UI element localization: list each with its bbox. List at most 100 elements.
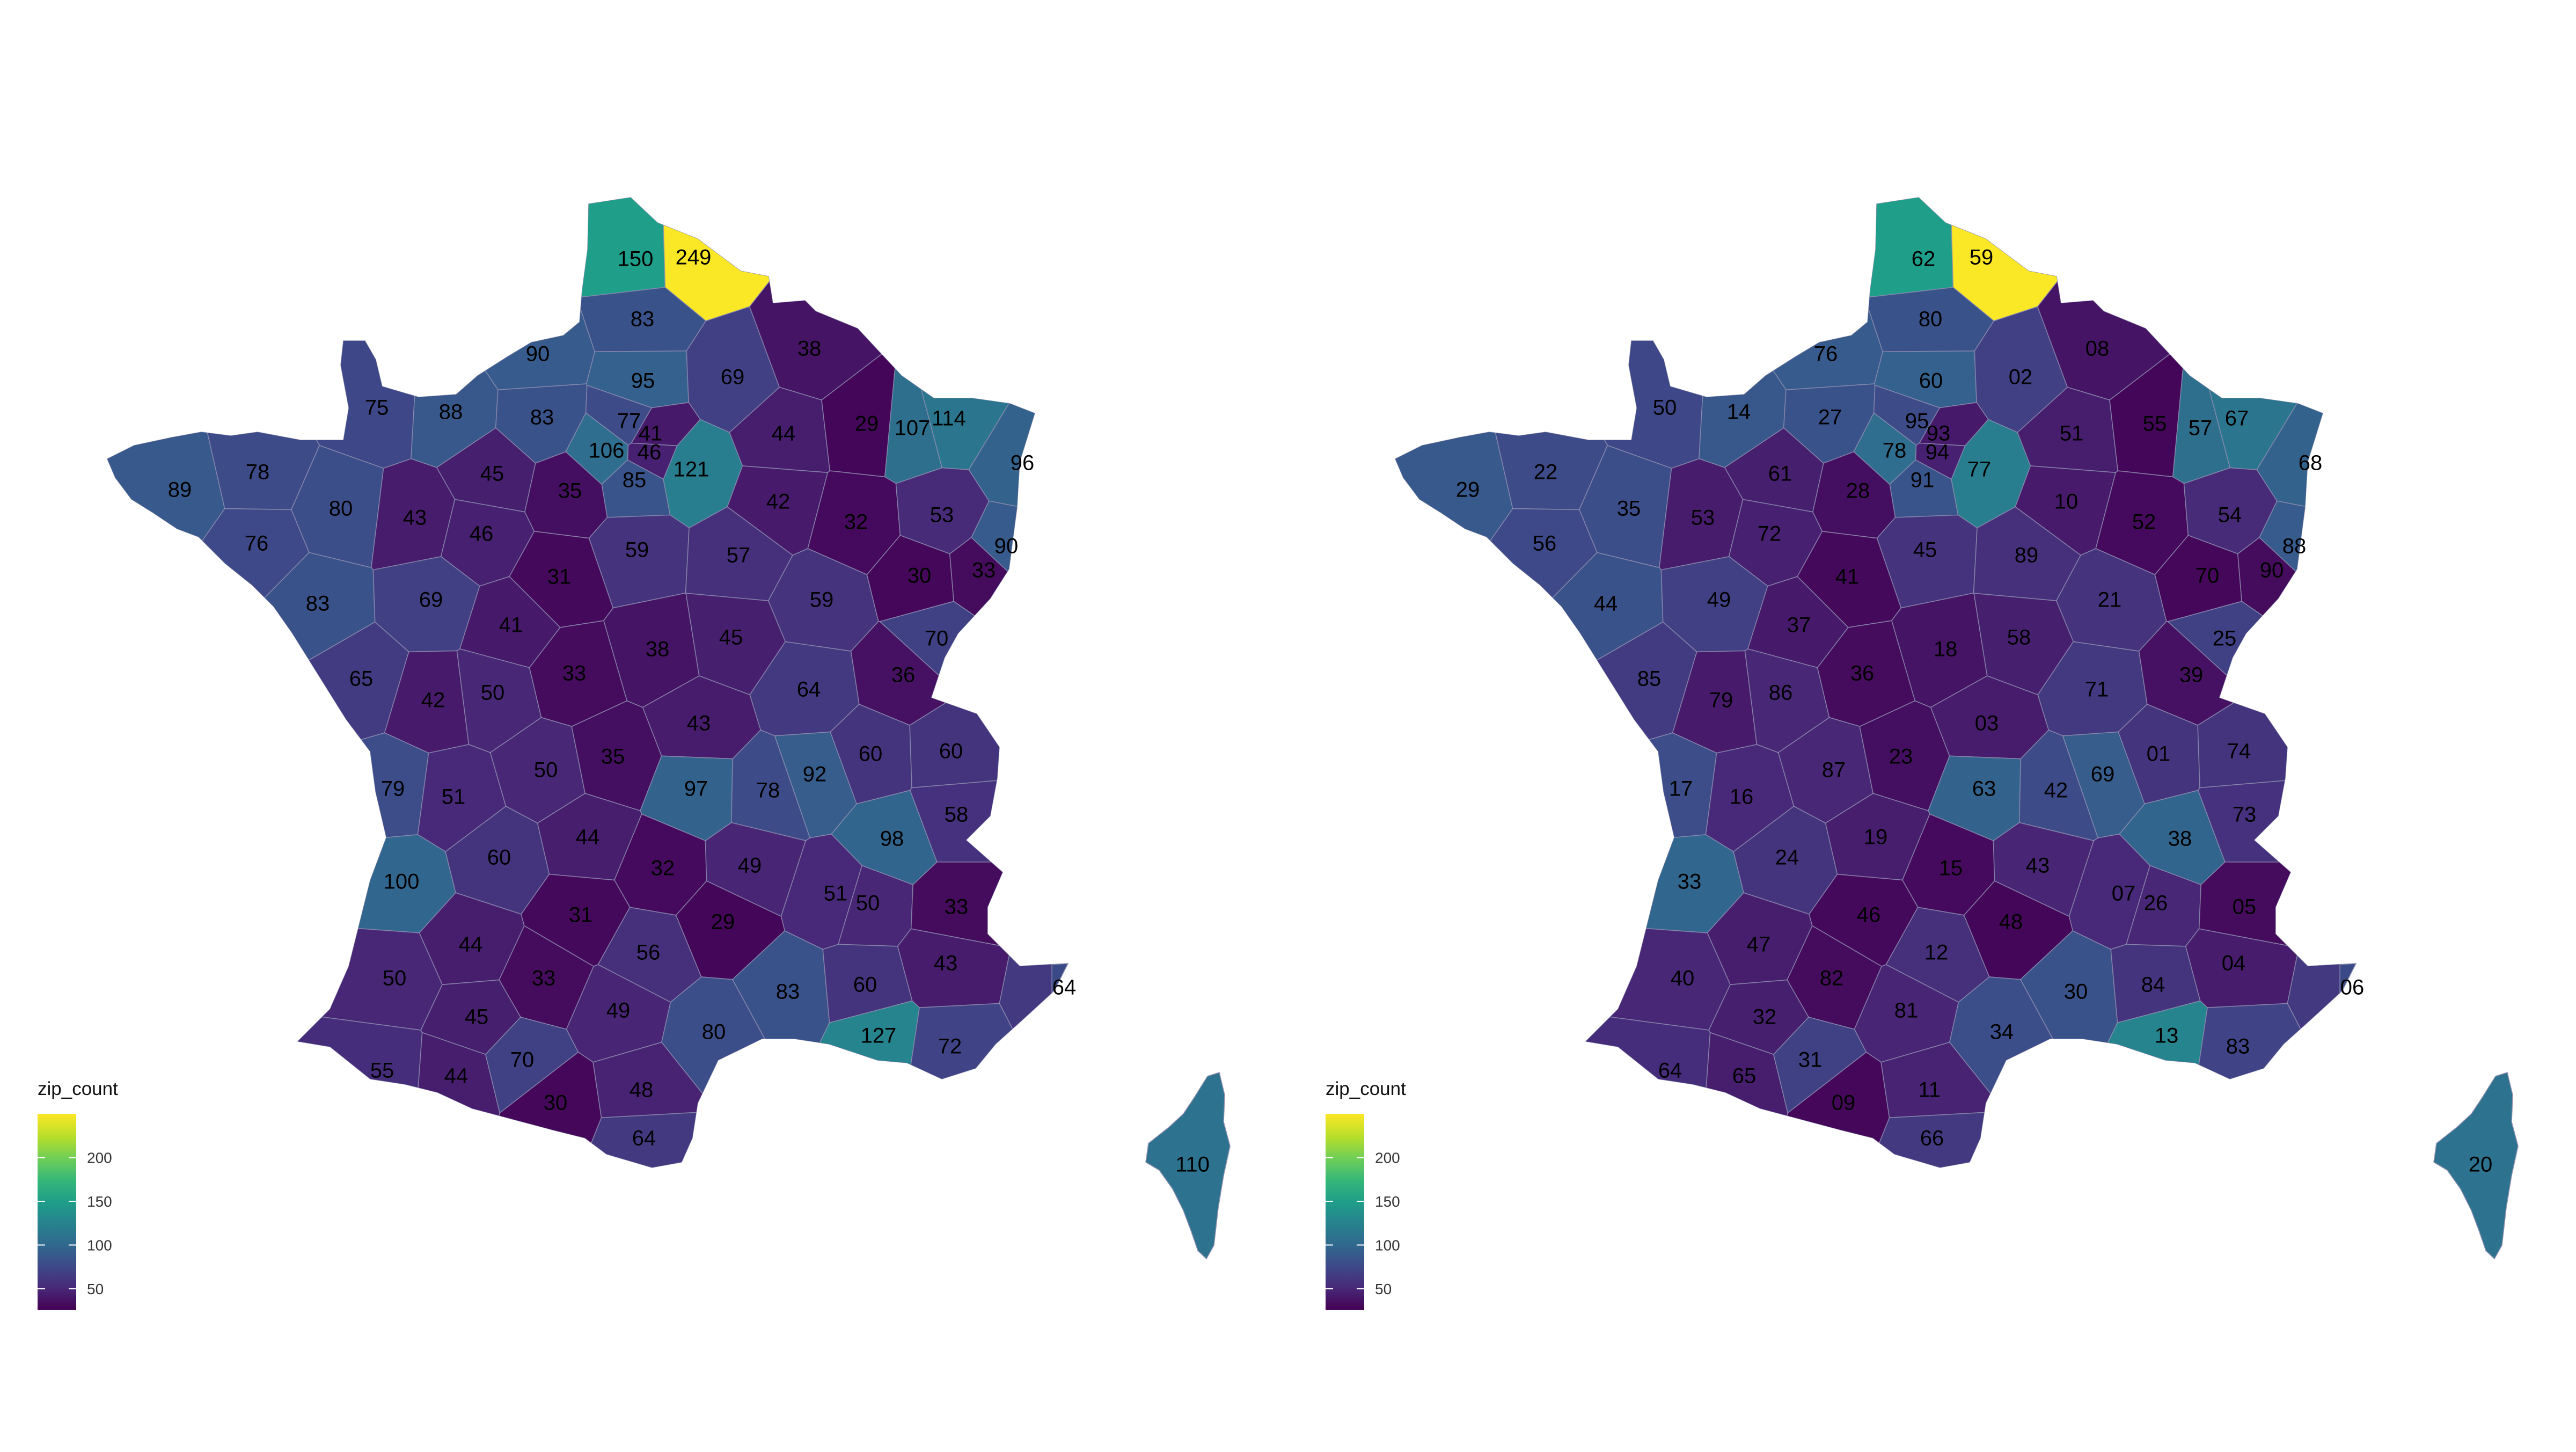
region-label-89: 57	[727, 544, 751, 567]
region-label-51: 44	[772, 422, 796, 446]
region-label-93: 41	[639, 422, 663, 446]
region-label-47: 47	[1747, 933, 1771, 957]
region-label-37: 37	[1787, 614, 1811, 637]
region-label-40: 40	[1671, 967, 1695, 990]
region-label-17: 79	[381, 777, 405, 801]
region-label-49: 49	[1707, 588, 1731, 612]
region-label-13: 13	[2155, 1024, 2179, 1048]
region-label-87: 50	[534, 758, 558, 782]
region-label-88: 90	[994, 535, 1019, 558]
region-label-60: 95	[631, 369, 655, 393]
region-label-67: 114	[932, 407, 966, 431]
region-label-77: 121	[674, 458, 709, 481]
region-label-08: 38	[797, 337, 822, 361]
region-label-06: 06	[2340, 976, 2365, 999]
region-label-55: 55	[2143, 412, 2167, 436]
region-label-57: 107	[895, 417, 931, 440]
region-label-03: 43	[687, 712, 711, 735]
region-label-35: 80	[329, 497, 353, 521]
region-label-05: 05	[2233, 895, 2257, 919]
region-label-04: 43	[934, 952, 958, 975]
region-label-61: 61	[1768, 462, 1792, 486]
legend-tick-label-100: 100	[87, 1237, 112, 1253]
region-label-07: 51	[824, 882, 848, 906]
legend: zip_count 50 100 150 200	[1326, 1078, 1406, 1310]
region-label-32: 45	[465, 1005, 489, 1029]
region-label-46: 31	[569, 903, 593, 927]
region-label-43: 49	[738, 854, 762, 878]
region-label-76: 90	[526, 342, 550, 366]
region-label-23: 23	[1889, 745, 1913, 769]
region-label-28: 28	[1846, 479, 1870, 503]
region-label-10: 42	[766, 490, 791, 514]
region-label-43: 43	[2026, 854, 2050, 878]
region-label-22: 78	[246, 461, 270, 484]
region-label-16: 51	[442, 785, 466, 809]
region-label-83: 72	[938, 1035, 962, 1059]
region-label-93: 93	[1927, 422, 1951, 446]
region-label-28: 35	[558, 479, 582, 503]
region-label-50: 50	[1653, 396, 1677, 420]
region-label-73: 73	[2233, 803, 2257, 827]
region-label-10: 10	[2054, 490, 2079, 514]
region-label-21: 59	[810, 588, 834, 612]
region-label-34: 80	[702, 1020, 726, 1044]
region-label-49: 69	[419, 588, 443, 612]
region-76	[1676, 198, 1883, 391]
region-label-36: 33	[562, 662, 587, 685]
region-label-41: 41	[1835, 565, 1860, 589]
region-label-15: 32	[651, 857, 675, 880]
region-label-89: 89	[2015, 544, 2039, 567]
region-label-54: 53	[930, 504, 954, 527]
region-label-42: 42	[2044, 779, 2068, 802]
region-label-85: 85	[1637, 667, 1662, 691]
region-label-29: 29	[1456, 478, 1480, 502]
region-label-66: 66	[1920, 1127, 1944, 1150]
region-06	[2287, 891, 2340, 1106]
region-label-37: 41	[499, 614, 523, 637]
region-label-86: 86	[1769, 681, 1793, 705]
legend-colorbar	[1326, 1114, 1364, 1310]
legend-title: zip_count	[1326, 1078, 1406, 1099]
region-label-31: 31	[1798, 1048, 1823, 1072]
region-label-57: 57	[2189, 417, 2213, 440]
region-83	[892, 1003, 1052, 1168]
region-label-73: 58	[945, 803, 969, 827]
region-label-90: 33	[972, 559, 996, 582]
region-label-59: 249	[676, 246, 712, 269]
legend-colorbar	[38, 1114, 76, 1310]
region-label-15: 15	[1939, 857, 1963, 880]
region-label-45: 59	[625, 538, 649, 562]
region-label-34: 34	[1990, 1020, 2014, 1044]
region-label-40: 50	[383, 967, 407, 990]
region-label-79: 42	[421, 689, 445, 712]
region-label-16: 16	[1730, 785, 1754, 809]
region-label-47: 44	[459, 933, 483, 957]
region-label-88: 88	[2282, 535, 2307, 558]
region-85	[1395, 621, 1697, 821]
region-label-95: 95	[1905, 410, 1929, 433]
region-29	[107, 198, 225, 717]
region-label-44: 44	[1594, 592, 1618, 616]
region-29	[1395, 198, 1513, 717]
region-label-64: 55	[370, 1059, 394, 1083]
region-62	[1746, 198, 1954, 298]
region-label-68: 96	[1011, 451, 1035, 475]
region-label-36: 36	[1850, 662, 1875, 685]
region-label-48: 29	[711, 910, 735, 934]
region-label-60: 60	[1919, 369, 1943, 393]
region-56	[107, 508, 310, 786]
region-label-32: 32	[1753, 1005, 1777, 1029]
region-2A	[1145, 1072, 1231, 1260]
region-label-72: 46	[470, 522, 494, 546]
region-label-39: 36	[891, 663, 916, 687]
legend-tick-label-50: 50	[1375, 1281, 1392, 1297]
legend-tick-label-200: 200	[1375, 1149, 1400, 1166]
region-label-41: 31	[547, 565, 572, 589]
region-label-80: 80	[1919, 308, 1943, 331]
region-label-53: 53	[1691, 506, 1715, 530]
